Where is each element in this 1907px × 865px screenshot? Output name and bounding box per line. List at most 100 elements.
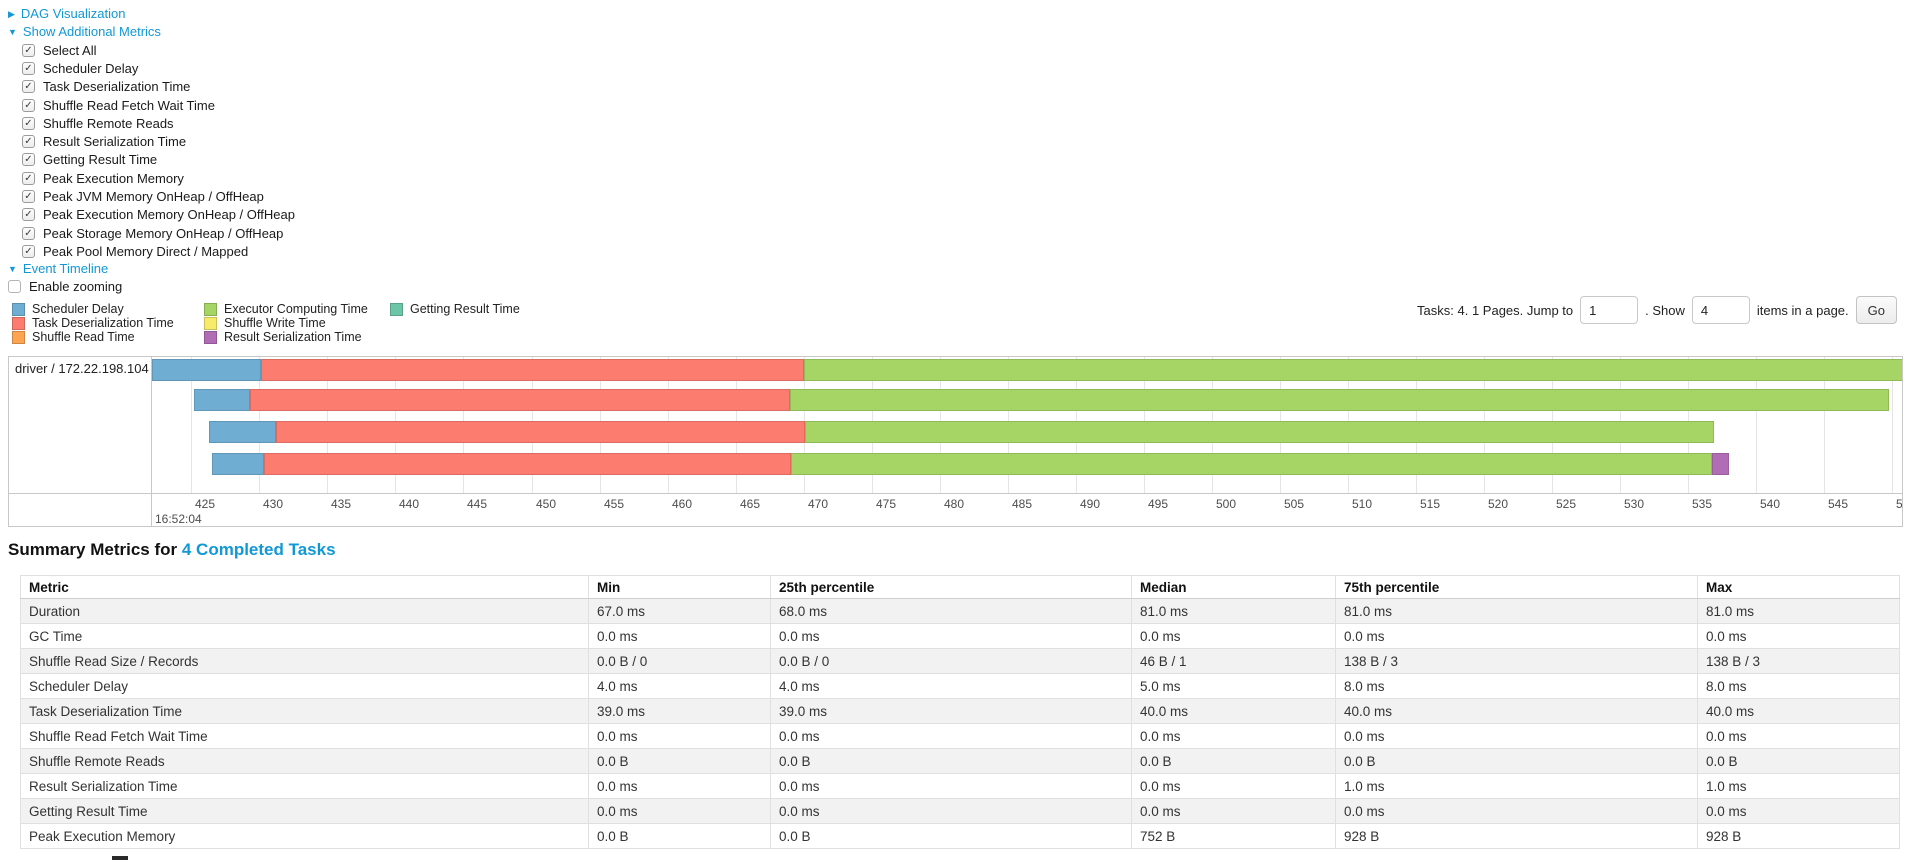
metric-value-cell: 0.0 ms	[1335, 723, 1698, 749]
metric-checkbox-row: ✓ Peak Storage Memory OnHeap / OffHeap	[22, 224, 295, 242]
summary-metrics-heading: Summary Metrics for 4 Completed Tasks	[8, 540, 336, 560]
metric-checkbox-row: ✓ Scheduler Delay	[22, 59, 295, 77]
completed-tasks-link[interactable]: 4 Completed Tasks	[181, 540, 336, 559]
clipped-next-section-text	[112, 856, 128, 860]
metric-value-cell: 5.0 ms	[1131, 673, 1336, 699]
task-bar-deser-segment[interactable]	[263, 453, 792, 475]
metric-checkbox[interactable]: ✓	[22, 116, 35, 130]
task-bar-compute-segment[interactable]	[803, 359, 1902, 381]
metric-checkbox[interactable]: ✓	[22, 226, 35, 240]
metric-checkbox[interactable]: ✓	[22, 190, 35, 204]
axis-tick-label: 500	[1216, 497, 1237, 511]
task-bar-result_ser-segment[interactable]	[1712, 453, 1729, 475]
enable-zooming-row: Enable zooming	[8, 279, 122, 294]
jump-to-page-input[interactable]	[1580, 296, 1639, 324]
legend-item-label: Scheduler Delay	[32, 302, 124, 316]
metric-name-cell: Shuffle Read Size / Records	[20, 648, 589, 674]
axis-tick-label: 535	[1692, 497, 1713, 511]
metric-checkbox-row: ✓ Getting Result Time	[22, 151, 295, 169]
timeline-gridline	[1756, 357, 1757, 493]
metric-checkbox[interactable]: ✓	[22, 208, 35, 222]
task-bar-compute-segment[interactable]	[791, 453, 1713, 475]
enable-zooming-checkbox[interactable]	[8, 280, 21, 293]
metric-checkbox[interactable]: ✓	[22, 244, 35, 258]
show-additional-metrics-toggle[interactable]: ▼ Show Additional Metrics	[8, 24, 161, 39]
task-bar-scheduler-segment[interactable]	[152, 359, 261, 381]
expanded-arrow-icon: ▼	[8, 264, 17, 274]
column-header: Min	[588, 575, 771, 599]
metric-checkbox-label: Select All	[43, 42, 97, 58]
go-button[interactable]: Go	[1855, 296, 1897, 324]
metric-value-cell: 40.0 ms	[1697, 698, 1900, 724]
task-bar-scheduler-segment[interactable]	[194, 389, 250, 411]
shuffle_read-legend-swatch	[12, 330, 25, 344]
task-bar-deser-segment[interactable]	[260, 359, 804, 381]
summary-heading-text: Summary Metrics for	[8, 540, 178, 559]
metric-value-cell: 0.0 ms	[1335, 798, 1698, 824]
metric-checkbox[interactable]: ✓	[22, 80, 35, 94]
metric-checkbox[interactable]: ✓	[22, 135, 35, 149]
axis-tick-label: 445	[467, 497, 488, 511]
axis-tick-label: 505	[1284, 497, 1305, 511]
metric-value-cell: 138 B / 3	[1697, 648, 1900, 674]
axis-tick-label: 425	[195, 497, 216, 511]
metric-value-cell: 0.0 ms	[1697, 623, 1900, 649]
dag-visualization-toggle[interactable]: ▶ DAG Visualization	[8, 6, 125, 21]
metric-checkbox-label: Scheduler Delay	[43, 60, 139, 76]
table-row: Peak Execution Memory 0.0 B 0.0 B 752 B 928 …	[20, 823, 1900, 849]
metric-value-cell: 138 B / 3	[1335, 648, 1698, 674]
task-bar-compute-segment[interactable]	[789, 389, 1890, 411]
metric-value-cell: 752 B	[1131, 823, 1336, 849]
metric-checkbox[interactable]: ✓	[22, 61, 35, 75]
metric-checkbox-row: ✓ Peak Execution Memory OnHeap / OffHeap	[22, 206, 295, 224]
metric-value-cell: 0.0 ms	[770, 773, 1132, 799]
axis-tick-label: 520	[1488, 497, 1509, 511]
legend-item: Shuffle Read Time	[12, 330, 174, 344]
metric-value-cell: 39.0 ms	[770, 698, 1132, 724]
axis-tick-label: 530	[1624, 497, 1645, 511]
metric-checkbox[interactable]: ✓	[22, 171, 35, 185]
metric-name-cell: Result Serialization Time	[20, 773, 589, 799]
table-row: GC Time 0.0 ms 0.0 ms 0.0 ms 0.0 ms 0.0 ms	[20, 623, 1900, 649]
metric-value-cell: 0.0 ms	[588, 723, 771, 749]
metrics-checkbox-list: ✓ Select All ✓ Scheduler Delay ✓ Task Deseria…	[22, 41, 295, 261]
metric-value-cell: 0.0 ms	[1335, 623, 1698, 649]
metric-value-cell: 928 B	[1697, 823, 1900, 849]
task-bar-deser-segment[interactable]	[275, 421, 805, 443]
legend-item-label: Getting Result Time	[410, 302, 520, 316]
task-bar-compute-segment[interactable]	[804, 421, 1714, 443]
legend-item-label: Shuffle Read Time	[32, 330, 135, 344]
task-bar-deser-segment[interactable]	[249, 389, 790, 411]
metric-value-cell: 81.0 ms	[1697, 598, 1900, 624]
axis-tick-label: 435	[331, 497, 352, 511]
legend-item-label: Result Serialization Time	[224, 330, 362, 344]
metric-value-cell: 68.0 ms	[770, 598, 1132, 624]
metric-value-cell: 0.0 B	[588, 748, 771, 774]
metric-checkbox[interactable]: ✓	[22, 98, 35, 112]
column-header: Median	[1131, 575, 1336, 599]
metric-name-cell: Scheduler Delay	[20, 673, 589, 699]
table-row: Result Serialization Time 0.0 ms 0.0 ms 0.0…	[20, 773, 1900, 799]
axis-tick-label: 430	[263, 497, 284, 511]
axis-tick-label: 470	[808, 497, 829, 511]
metric-checkbox[interactable]: ✓	[22, 43, 35, 57]
event-timeline-toggle[interactable]: ▼ Event Timeline	[8, 261, 108, 276]
event-timeline-chart: driver / 172.22.198.104 16:52:04 425 430 4…	[8, 356, 1903, 527]
metric-checkbox-row: ✓ Peak JVM Memory OnHeap / OffHeap	[22, 187, 295, 205]
legend-item: Result Serialization Time	[204, 330, 368, 344]
result_ser-legend-swatch	[204, 330, 217, 344]
metric-value-cell: 4.0 ms	[588, 673, 771, 699]
task-bar-scheduler-segment[interactable]	[209, 421, 276, 443]
metric-value-cell: 40.0 ms	[1131, 698, 1336, 724]
table-row: Getting Result Time 0.0 ms 0.0 ms 0.0 ms 0.0…	[20, 798, 1900, 824]
axis-tick-label: 480	[944, 497, 965, 511]
metric-checkbox[interactable]: ✓	[22, 153, 35, 167]
table-row: Task Deserialization Time 39.0 ms 39.0 ms 4…	[20, 698, 1900, 724]
metric-value-cell: 0.0 ms	[588, 798, 771, 824]
metric-value-cell: 1.0 ms	[1335, 773, 1698, 799]
items-per-page-input[interactable]	[1691, 296, 1750, 324]
task-bar-scheduler-segment[interactable]	[211, 453, 264, 475]
metric-value-cell: 8.0 ms	[1335, 673, 1698, 699]
metric-value-cell: 0.0 ms	[588, 773, 771, 799]
